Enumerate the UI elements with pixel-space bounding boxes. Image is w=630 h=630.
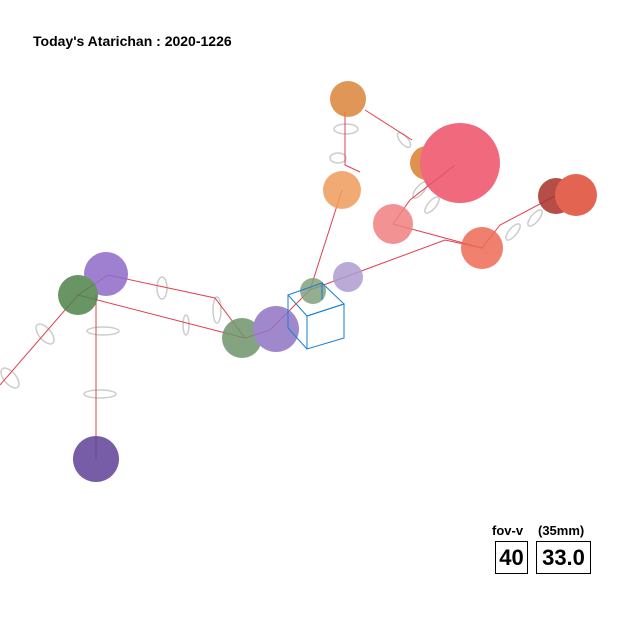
- bone: [364, 109, 413, 141]
- ring: [424, 196, 440, 214]
- fov-value[interactable]: 40: [495, 541, 528, 574]
- bone: [77, 294, 246, 339]
- ring: [182, 314, 190, 336]
- ring: [329, 152, 347, 164]
- cube-edge: [287, 295, 308, 350]
- ring: [0, 367, 20, 389]
- joint: [373, 204, 413, 244]
- joint: [323, 171, 361, 209]
- joint: [555, 174, 597, 216]
- fov-label: fov-v: [492, 523, 524, 538]
- ring: [83, 389, 117, 399]
- joint: [73, 436, 119, 482]
- ring: [156, 276, 168, 300]
- joint: [222, 318, 262, 358]
- ring: [333, 123, 359, 135]
- camera-cube: [287, 282, 345, 350]
- lens-value[interactable]: 33.0: [536, 541, 591, 574]
- joint: [420, 123, 500, 203]
- ring: [212, 296, 222, 324]
- joints: [58, 81, 597, 482]
- joint: [300, 278, 326, 304]
- title: Today's Atarichan : 2020-1226: [33, 33, 232, 49]
- ring: [505, 223, 521, 241]
- joint: [333, 262, 363, 292]
- ring: [396, 131, 412, 149]
- joint: [330, 81, 366, 117]
- ring: [527, 209, 543, 227]
- joint: [461, 227, 503, 269]
- cube-face: [306, 303, 345, 350]
- joint: [58, 275, 98, 315]
- joint: [253, 306, 299, 352]
- lens-label: (35mm): [538, 523, 585, 538]
- bone: [344, 112, 361, 173]
- ring: [86, 326, 120, 336]
